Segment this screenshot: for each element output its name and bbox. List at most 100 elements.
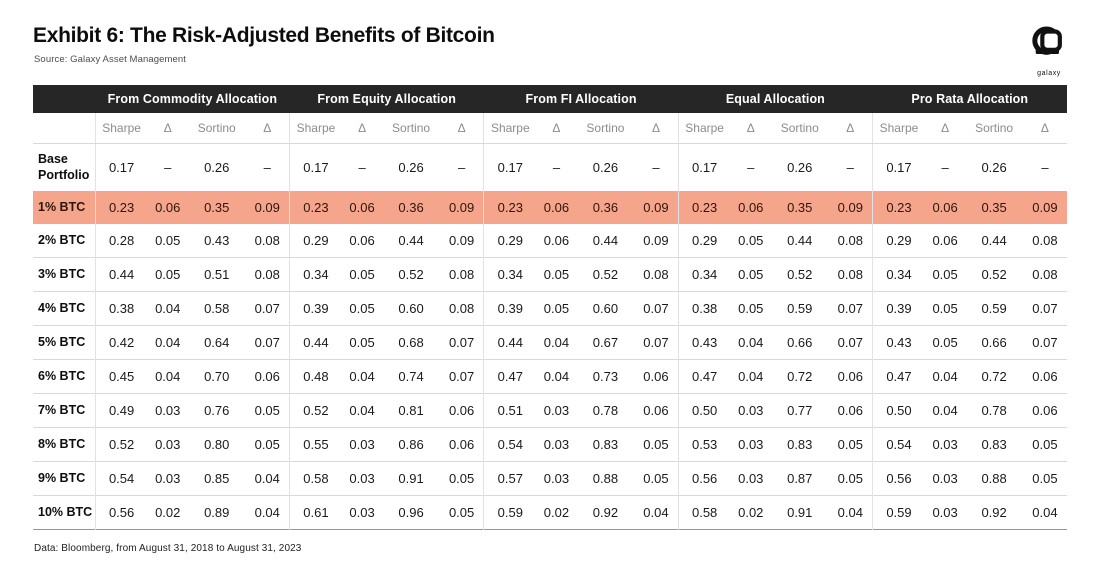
value-cell: 0.34 (872, 257, 925, 292)
value-cell: 0.05 (155, 267, 181, 283)
delta-column-header: Δ (439, 113, 484, 144)
value-cell: 0.05 (738, 301, 764, 317)
value-cell: 0.54 (483, 427, 537, 462)
sharpe-column-header: Sharpe (94, 113, 148, 144)
value-cell: 0.03 (155, 471, 181, 487)
value-cell: 0.04 (738, 335, 764, 351)
delta-column-header: Δ (730, 113, 771, 144)
value-cell: 0.34 (483, 257, 537, 292)
value-cell: 0.56 (94, 495, 148, 530)
value-cell: 0.02 (543, 505, 570, 521)
value-cell: 0.05 (543, 301, 570, 317)
table-row: 10% BTC 0.56 0.02 0.89 0.04 0.61 0.03 0.96 0.05 0… (33, 495, 1067, 530)
value-cell: 0.29 (872, 224, 925, 258)
value-cell: 0.26 (981, 160, 1007, 176)
value-cell: 0.06 (254, 369, 280, 385)
table-body: Base Portfolio 0.17–0.26–0.17–0.26–0.17–0… (33, 143, 1067, 530)
value-cell: 0.04 (254, 471, 280, 487)
value-cell: 0.83 (981, 437, 1007, 453)
value-cell: 0.53 (677, 427, 731, 462)
value-cell: 0.44 (981, 233, 1007, 249)
value-cell: 0.60 (592, 301, 619, 317)
sortino-column-header: Sortino (187, 113, 246, 144)
value-cell: 0.52 (398, 267, 424, 283)
value-cell: 0.06 (543, 233, 570, 249)
value-cell: 0.04 (643, 505, 669, 521)
value-cell: 0.78 (981, 403, 1007, 419)
value-cell: 0.42 (94, 325, 148, 360)
subheader-spacer-cell (33, 113, 96, 144)
value-cell: 0.83 (787, 437, 813, 453)
value-cell: 0.04 (155, 369, 181, 385)
value-cell: 0.07 (448, 335, 475, 351)
value-cell: 0.23 (94, 191, 148, 225)
table-row: 3% BTC 0.44 0.05 0.51 0.08 0.34 0.05 0.52 0.08 0.… (33, 257, 1067, 292)
value-cell: 0.47 (483, 359, 537, 394)
table-row: 4% BTC 0.38 0.04 0.58 0.07 0.39 0.05 0.60 0.08 0.… (33, 291, 1067, 326)
value-cell: 0.06 (448, 403, 475, 419)
value-cell: 0.03 (543, 437, 570, 453)
value-cell: 0.54 (872, 427, 925, 462)
value-cell: 0.07 (1032, 335, 1058, 351)
data-note: Data: Bloomberg, from August 31, 2018 to… (34, 543, 302, 554)
value-cell: 0.04 (543, 369, 570, 385)
value-cell: 0.88 (981, 471, 1007, 487)
delta-column-header: Δ (536, 113, 577, 144)
value-cell: 0.35 (981, 200, 1007, 216)
value-cell: 0.52 (592, 267, 619, 283)
sharpe-column-header: Sharpe (289, 113, 342, 144)
value-cell: 0.05 (1032, 437, 1058, 453)
value-cell: 0.54 (94, 461, 148, 496)
value-cell: 0.04 (738, 369, 764, 385)
value-cell: 0.07 (254, 301, 280, 317)
value-cell: 0.44 (592, 233, 619, 249)
value-cell: 0.03 (932, 505, 958, 521)
value-cell: 0.35 (787, 200, 813, 216)
value-cell: 0.43 (677, 325, 731, 360)
value-cell: 0.08 (837, 267, 863, 283)
value-cell: 0.44 (289, 325, 342, 360)
value-cell: 0.17 (94, 143, 148, 192)
value-cell: 0.09 (254, 200, 280, 216)
value-cell: 0.06 (932, 200, 958, 216)
value-cell: 0.92 (592, 505, 619, 521)
value-cell: 0.35 (204, 200, 230, 216)
table-group-header-row: From Commodity Allocation From Equity All… (33, 85, 1067, 113)
value-cell: 0.47 (872, 359, 925, 394)
value-cell: 0.44 (94, 257, 148, 292)
value-cell: 0.06 (448, 437, 475, 453)
value-cell: 0.67 (592, 335, 619, 351)
value-cell: 0.06 (155, 200, 181, 216)
value-cell: – (747, 160, 755, 176)
value-cell: 0.05 (254, 403, 280, 419)
value-cell: 0.05 (738, 267, 764, 283)
value-cell: 0.07 (254, 335, 280, 351)
value-cell: 0.04 (932, 403, 958, 419)
value-cell: 0.08 (448, 267, 475, 283)
value-cell: 0.09 (448, 200, 475, 216)
row-label: 6% BTC (38, 368, 86, 383)
value-cell: 0.29 (483, 224, 537, 258)
value-cell: 0.57 (483, 461, 537, 496)
value-cell: 0.03 (349, 505, 375, 521)
value-cell: 0.06 (543, 200, 570, 216)
value-cell: 0.29 (289, 224, 342, 258)
value-cell: 0.85 (204, 471, 230, 487)
value-cell: 0.38 (94, 291, 148, 326)
sharpe-column-header: Sharpe (483, 113, 537, 144)
value-cell: 0.72 (787, 369, 813, 385)
value-cell: 0.03 (155, 437, 181, 453)
value-cell: 0.39 (289, 291, 342, 326)
value-cell: 0.09 (448, 233, 475, 249)
delta-column-header: Δ (924, 113, 966, 144)
value-cell: 0.50 (872, 393, 925, 428)
table-row: 9% BTC 0.54 0.03 0.85 0.04 0.58 0.03 0.91 0.05 0.… (33, 461, 1067, 496)
sortino-column-header: Sortino (382, 113, 440, 144)
value-cell: 0.39 (483, 291, 537, 326)
value-cell: 0.05 (932, 267, 958, 283)
value-cell: 0.06 (932, 233, 958, 249)
value-cell: 0.47 (677, 359, 731, 394)
galaxy-logo-text: galaxy (1037, 70, 1061, 77)
value-cell: 0.59 (872, 495, 925, 530)
value-cell: 0.55 (289, 427, 342, 462)
